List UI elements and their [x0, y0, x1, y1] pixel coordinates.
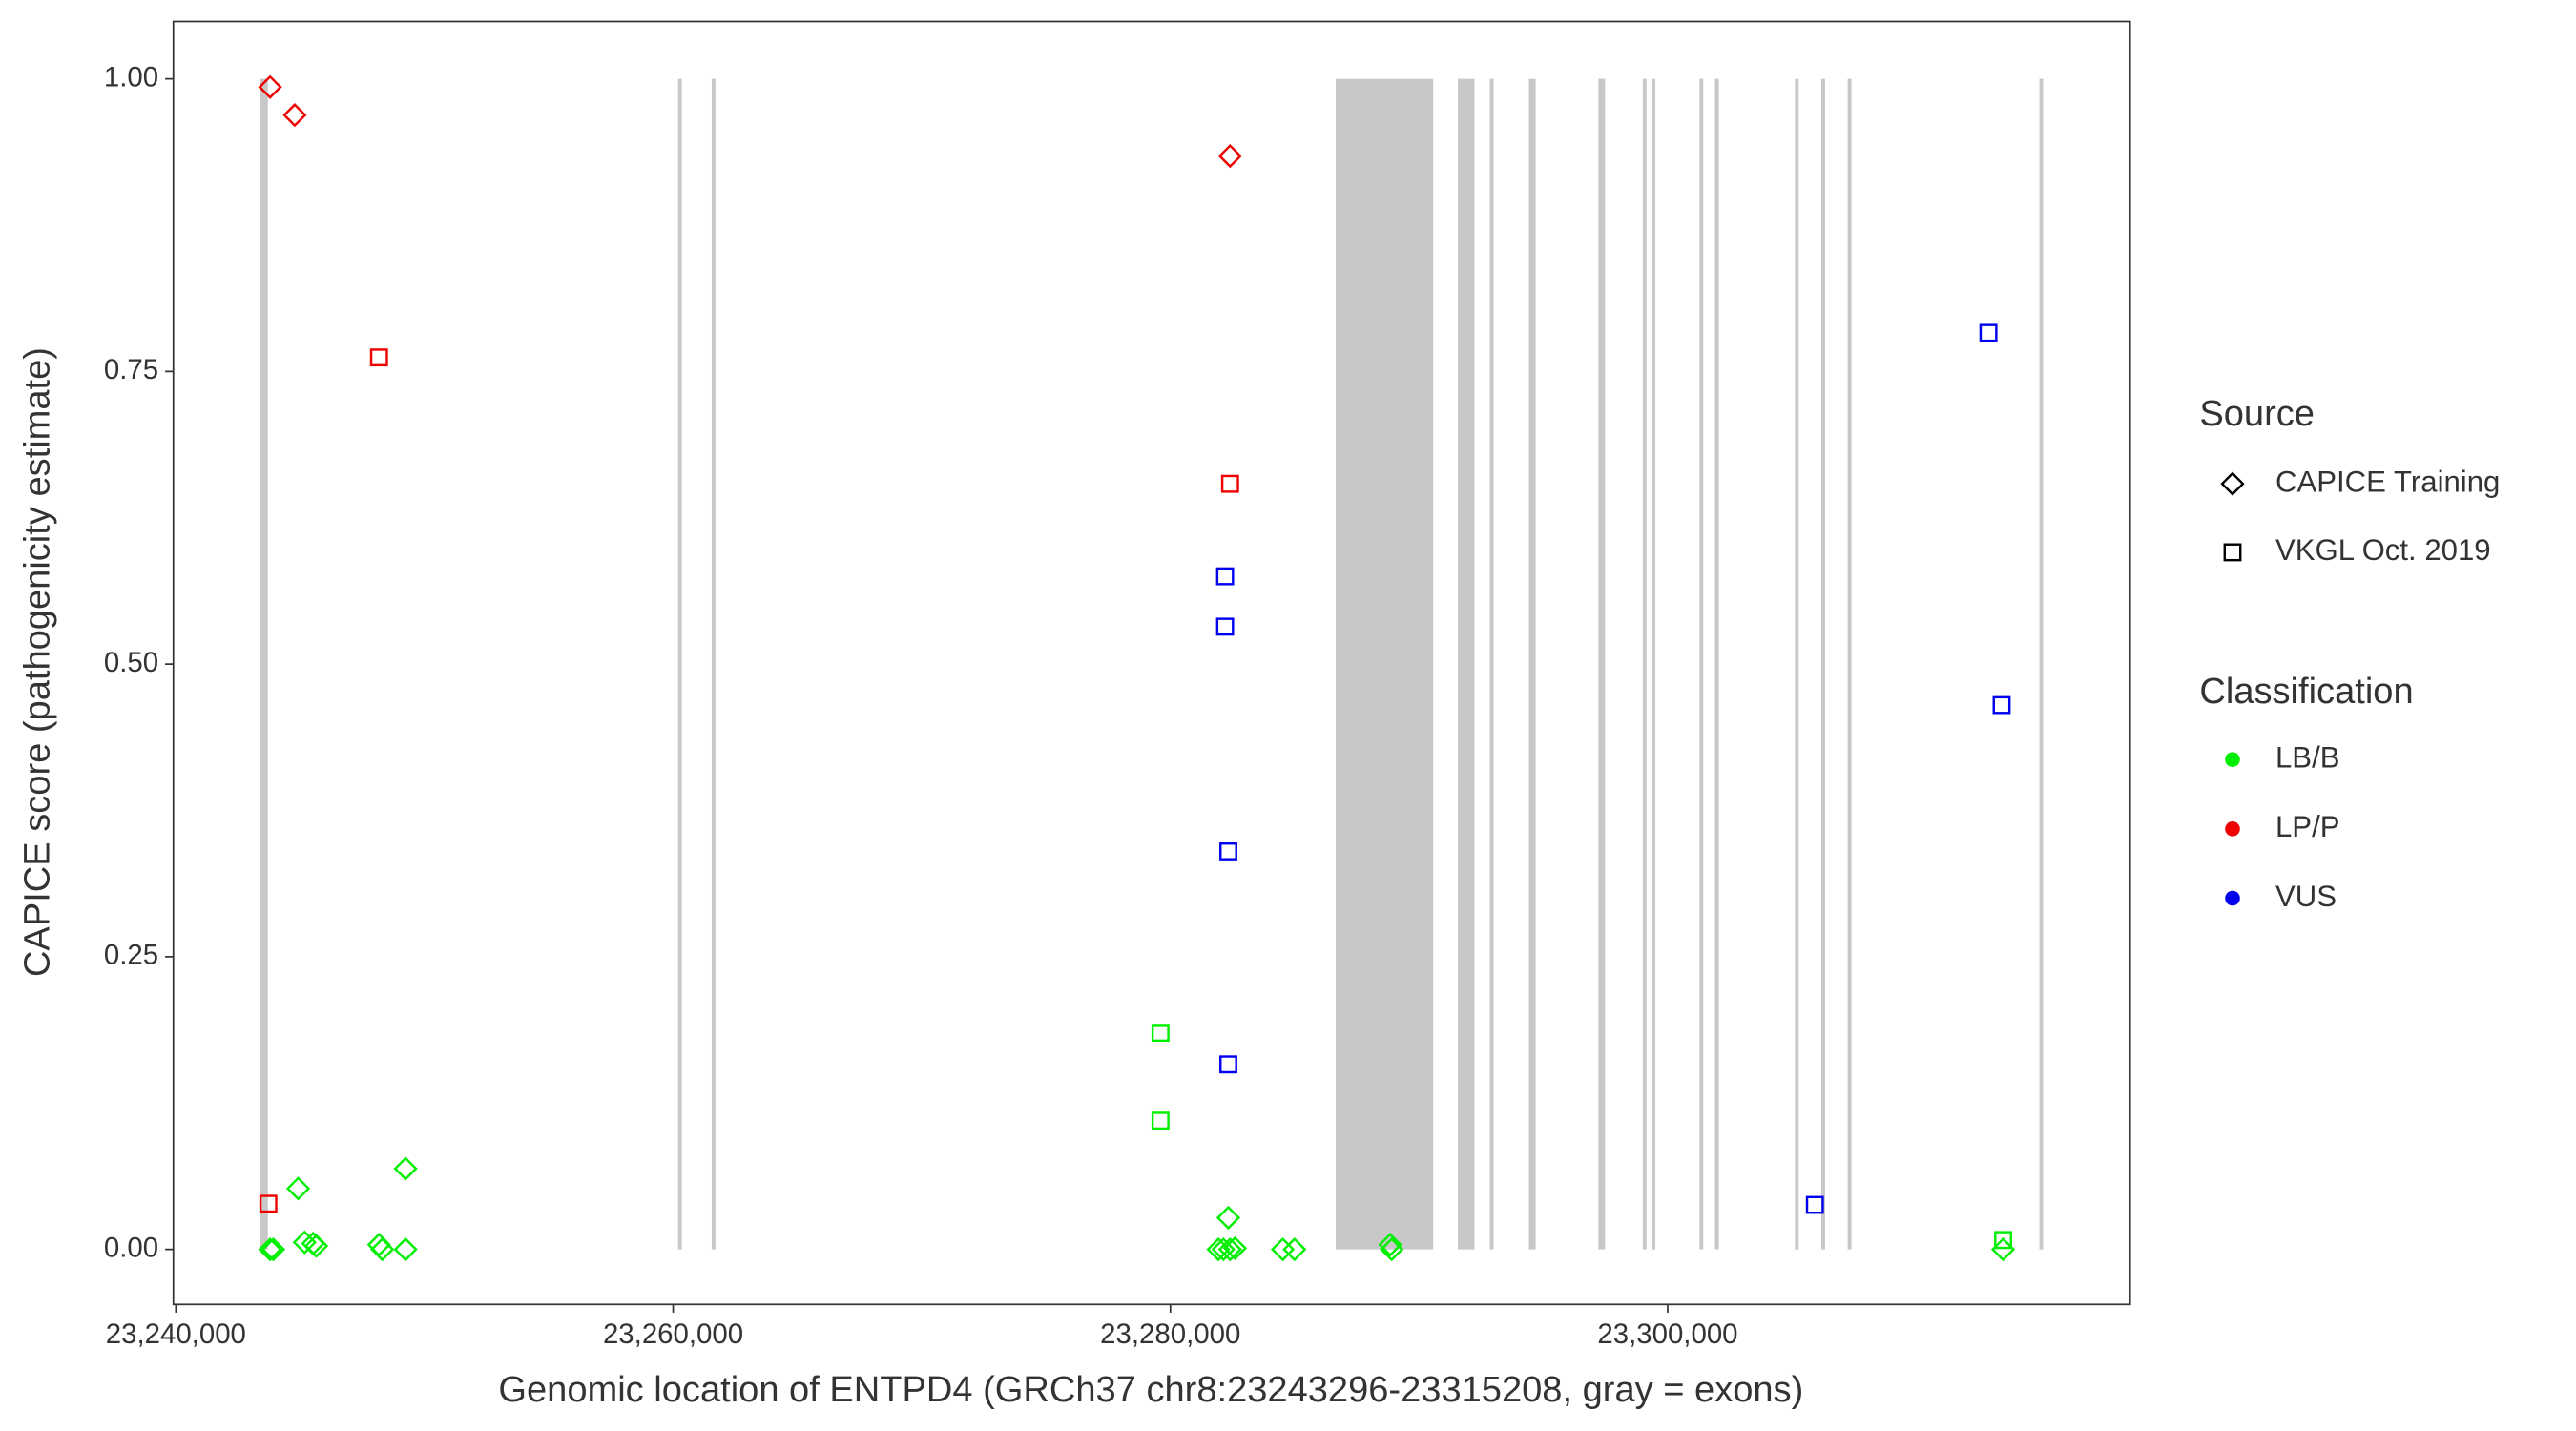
exon	[1336, 78, 1434, 1250]
point	[366, 1233, 391, 1257]
exon	[1699, 78, 1704, 1250]
x-tick-label: 23,240,000	[106, 1318, 246, 1350]
y-tick-label: 0.00	[104, 1232, 158, 1263]
point	[1220, 474, 1239, 493]
legend-title: Source	[2199, 394, 2315, 434]
point	[282, 103, 307, 128]
point	[1151, 1111, 1170, 1130]
x-tick-label: 23,280,000	[1100, 1318, 1240, 1350]
y-tick-label: 0.25	[104, 940, 158, 971]
point	[259, 1194, 278, 1213]
exon	[1458, 78, 1475, 1250]
point	[285, 1176, 311, 1201]
point	[1219, 1055, 1237, 1074]
x-tick-label: 23,260,000	[603, 1318, 743, 1350]
y-tick-label: 0.75	[104, 354, 158, 385]
legend-key	[2220, 471, 2245, 496]
point	[1217, 143, 1242, 169]
legend-label: CAPICE Training	[2275, 465, 2500, 498]
point	[1151, 1024, 1170, 1043]
point	[1219, 842, 1237, 861]
legend-title: Classification	[2199, 672, 2413, 712]
point	[393, 1156, 418, 1181]
point	[393, 1237, 418, 1262]
legend-key	[2225, 890, 2240, 906]
exon	[677, 78, 682, 1250]
exon	[1847, 78, 1852, 1250]
exon	[1795, 78, 1799, 1250]
x-tick-label: 23,300,000	[1597, 1318, 1737, 1350]
point	[1282, 1237, 1307, 1262]
exon	[1598, 78, 1606, 1250]
point	[1211, 1237, 1236, 1262]
point	[1270, 1237, 1296, 1262]
point	[303, 1234, 329, 1258]
point	[1215, 617, 1235, 636]
legend-label: VUS	[2275, 880, 2337, 913]
exon	[1652, 78, 1655, 1250]
point	[1222, 1235, 1248, 1261]
y-tick-label: 0.50	[104, 647, 158, 678]
exon	[1821, 78, 1825, 1250]
legend-label: VKGL Oct. 2019	[2275, 533, 2491, 567]
point	[1378, 1233, 1402, 1257]
exon	[1528, 78, 1536, 1250]
plot-panel	[172, 20, 2131, 1306]
y-tick-label: 1.00	[104, 61, 158, 93]
point	[258, 1237, 282, 1262]
x-axis-label: Genomic location of ENTPD4 (GRCh37 chr8:…	[498, 1370, 1803, 1410]
point	[258, 74, 282, 99]
point	[1979, 323, 1998, 342]
exon	[711, 78, 716, 1250]
legend-key	[2225, 752, 2240, 767]
point	[1217, 1237, 1242, 1262]
legend-label: LB/B	[2275, 740, 2340, 774]
point	[369, 348, 388, 367]
exon	[1642, 78, 1647, 1250]
point	[1380, 1237, 1404, 1262]
exon	[260, 78, 268, 1250]
legend-label: LP/P	[2275, 810, 2340, 843]
point	[260, 1237, 286, 1262]
point	[1805, 1195, 1824, 1214]
point	[370, 1237, 395, 1262]
point	[1215, 567, 1235, 586]
legend-key	[2225, 821, 2240, 837]
exon	[1714, 78, 1719, 1250]
point	[1215, 1205, 1241, 1231]
exon	[1489, 78, 1494, 1250]
y-axis-label: CAPICE score (pathogenicity estimate)	[18, 347, 58, 977]
legend-key	[2223, 543, 2242, 562]
point	[1990, 1237, 2016, 1262]
exon	[2039, 78, 2044, 1250]
point	[1992, 695, 2011, 715]
point	[1994, 1231, 2012, 1250]
